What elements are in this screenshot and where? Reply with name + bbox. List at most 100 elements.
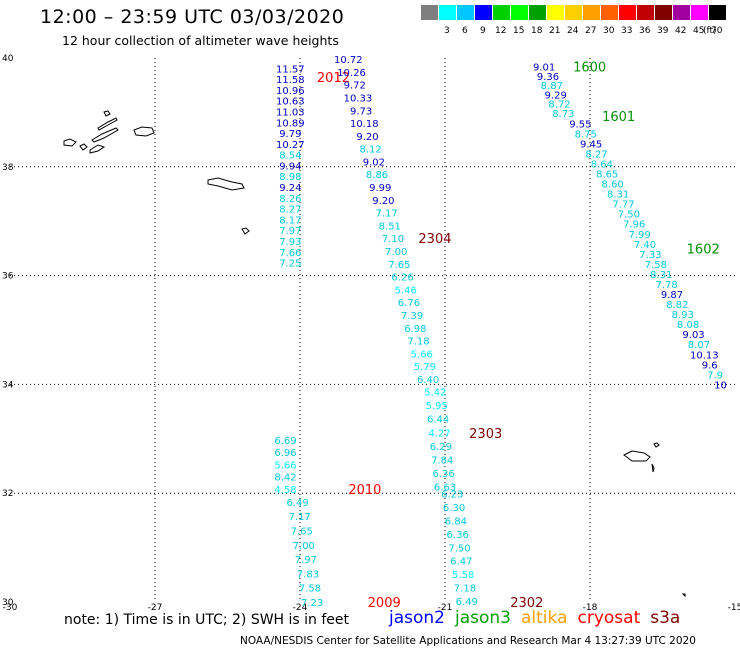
wave-height-value: 10.89 (276, 118, 305, 129)
wave-height-value: 8.87 (541, 81, 563, 92)
scale-label: 9 (480, 26, 486, 36)
lon-tick-label: -27 (148, 603, 163, 613)
wave-height-value: 6.63 (434, 483, 456, 494)
track-2010: 6.696.965.66 8.424.58 2010 (274, 436, 381, 498)
satellite-legend: jason2 jason3 altika cryosat s3a (389, 608, 690, 628)
wave-height-value: 9.73 (350, 106, 372, 117)
wave-height-value: 8.86 (366, 170, 388, 181)
scale-label: 42 (675, 26, 687, 36)
scale-swatch (547, 5, 564, 20)
wave-height-value: 7.23 (301, 598, 323, 609)
wave-height-value: 10 (714, 380, 727, 391)
wave-height-value: 8.27 (279, 205, 301, 216)
wave-height-value: 9.02 (363, 157, 385, 168)
track-time-label: 2010 (348, 483, 381, 498)
scale-swatch (565, 5, 582, 20)
track-time-label: 1600 (573, 61, 606, 76)
track-time-label: 1602 (687, 242, 720, 257)
wave-height-value: 5.46 (395, 285, 417, 296)
axis-tick-labels: -30 -27 -24 -21 -18 -15 40 38 36 34 32 30 (2, 54, 740, 613)
track-time-label: 2009 (368, 596, 401, 611)
wave-height-value: 10.26 (337, 68, 366, 79)
scale-label: 27 (585, 26, 597, 36)
legend-item-altika: altika (521, 608, 568, 628)
wave-height-value: 7.93 (279, 237, 301, 248)
island-santa-maria (241, 227, 250, 235)
scale-label: 30 (603, 26, 615, 36)
wave-height-value: 7.58 (299, 584, 321, 595)
wave-height-value: 5.66 (274, 460, 296, 471)
wave-height-value: 7.25 (279, 259, 301, 270)
wave-height-value: 6.44 (427, 415, 449, 426)
wave-height-value: 5.66 (411, 349, 433, 360)
wave-height-value: 6.29 (430, 442, 452, 453)
wave-height-value: 9.03 (682, 330, 704, 341)
wave-height-value: 9.87 (661, 290, 683, 301)
wave-height-value: 10.27 (276, 140, 305, 151)
wave-height-value: 7.84 (431, 455, 453, 466)
track-2302: 6.23 6.30 6.84 6.36 7.50 6.47 5.58 7.18 6.49 2302 (441, 490, 543, 611)
legend-item-jason3: jason3 (455, 608, 511, 628)
scale-swatch (475, 5, 492, 20)
scale-swatch (421, 5, 438, 20)
wave-height-value: 6.23 (441, 490, 463, 501)
track-time-label: 1601 (602, 110, 635, 125)
wave-height-value: 5.95 (426, 401, 448, 412)
scale-label: 12 (495, 26, 507, 36)
wave-height-value: 10.72 (334, 55, 363, 66)
wave-height-value: 10.13 (690, 350, 719, 361)
island-porto-santo (653, 442, 660, 448)
wave-height-value: 8.26 (279, 194, 301, 205)
wave-height-value: 7.17 (375, 209, 397, 220)
scale-label: 45 (693, 26, 705, 36)
scale-label: 39 (657, 26, 669, 36)
wave-height-value: 8.12 (360, 145, 382, 156)
scale-swatch (637, 5, 654, 20)
wave-height-value: 8.07 (688, 340, 710, 351)
wave-height-value: 9.72 (344, 81, 366, 92)
chart-title: 12:00 – 23:59 UTC 03/03/2020 (40, 6, 345, 28)
wave-height-value: 7.39 (401, 311, 423, 322)
island-flores (63, 138, 77, 147)
scale-swatch (529, 5, 546, 20)
chart-subtitle: 12 hour collection of altimeter wave hei… (62, 33, 339, 48)
lat-tick-label: 30 (2, 598, 14, 608)
footer-credit: NOAA/NESDIS Center for Satellite Applica… (240, 635, 696, 647)
wave-height-value: 9.24 (279, 183, 301, 194)
wave-height-value: 7.99 (629, 230, 651, 241)
wave-height-value: 7.58 (645, 260, 667, 271)
wave-height-value: 7.00 (385, 247, 407, 258)
scale-swatch (601, 5, 618, 20)
wave-height-value: 5.58 (452, 570, 474, 581)
wave-height-value: 6.69 (274, 436, 296, 447)
wave-height-value: 8.08 (677, 320, 699, 331)
wave-height-value: 6.84 (445, 517, 467, 528)
track-1601: 9.558.759.458.278.648.658.608.317.777.50… (569, 110, 727, 391)
island-sao-jorge (97, 117, 118, 131)
scale-label: 33 (621, 26, 633, 36)
wave-height-value: 7.00 (293, 541, 315, 552)
wave-height-value: 6.98 (404, 324, 426, 335)
scale-swatch (655, 5, 672, 20)
wave-height-value: 5.79 (414, 362, 436, 373)
island-corvo (79, 143, 88, 151)
wave-height-value: 7.97 (279, 226, 301, 237)
wave-height-value: 7.66 (279, 248, 301, 259)
scale-swatch (493, 5, 510, 20)
scale-label: 21 (549, 26, 561, 36)
island-selvagens (681, 593, 686, 598)
track-time-label: 2302 (510, 596, 543, 611)
scale-label: 3 (444, 26, 450, 36)
scale-swatch (583, 5, 600, 20)
wave-height-value: 9.45 (580, 139, 602, 150)
track-1600: 9.019.368.879.298.728.73 1600 (533, 61, 606, 120)
lon-tick-label: -21 (438, 603, 453, 613)
track-2009: 6.49 7.17 7.65 7.00 7.97 7.83 7.58 7.23 2009 (286, 498, 400, 611)
wave-height-value: 8.31 (607, 190, 629, 201)
wave-height-value: 6.26 (391, 273, 413, 284)
wave-height-value: 9.20 (372, 196, 394, 207)
wave-height-value: 7.10 (382, 234, 404, 245)
scale-swatch (691, 5, 708, 20)
wave-height-value: 4.58 (274, 485, 296, 496)
